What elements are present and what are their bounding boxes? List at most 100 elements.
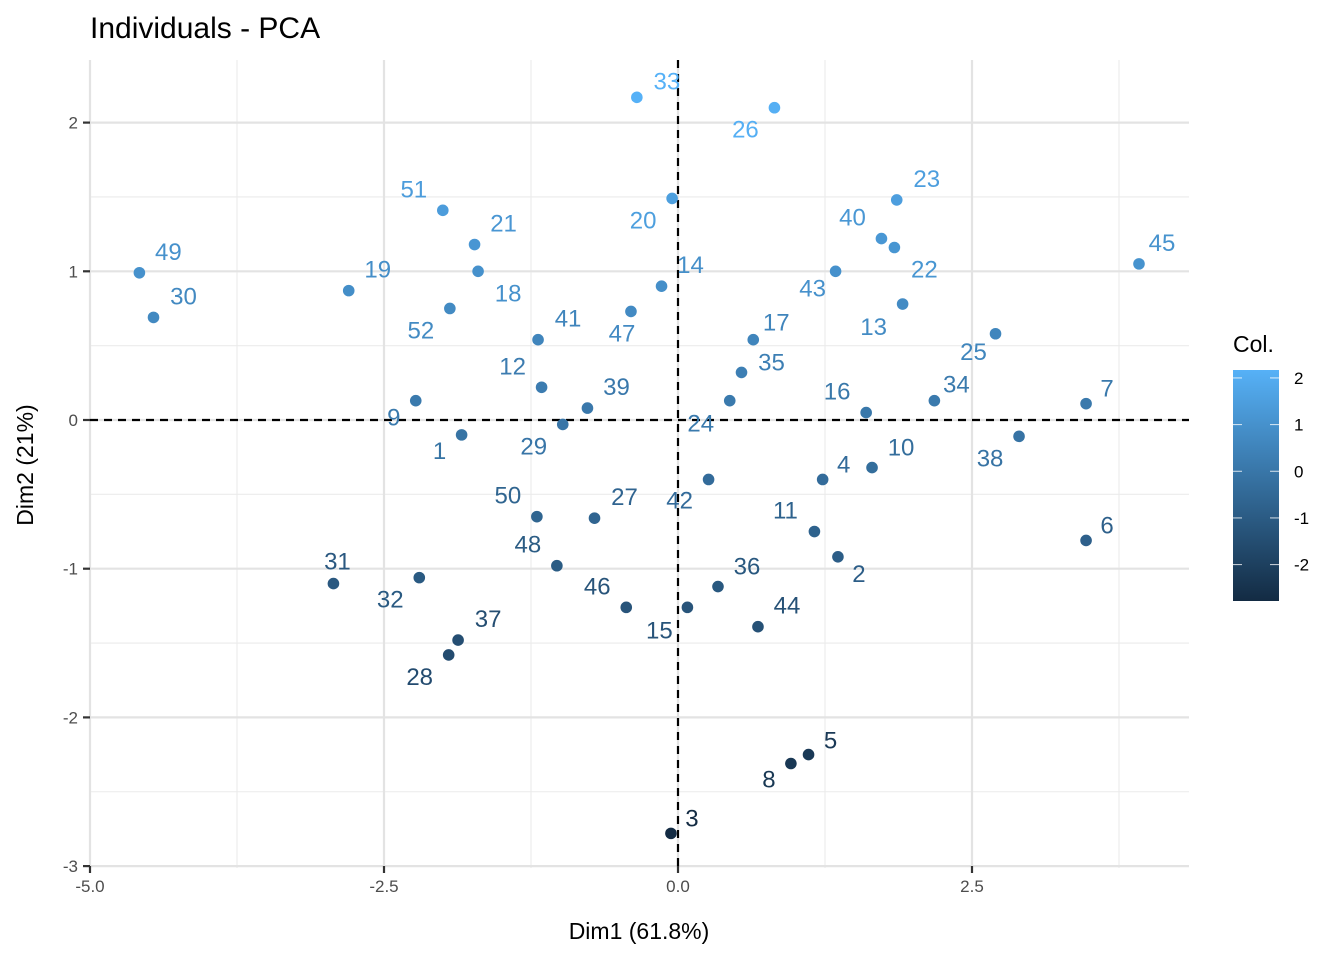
data-point bbox=[437, 204, 449, 217]
data-point bbox=[551, 559, 563, 572]
grid bbox=[88, 60, 1189, 868]
point-label: 5 bbox=[824, 728, 837, 755]
data-point bbox=[442, 649, 455, 661]
data-point bbox=[133, 266, 146, 279]
data-point bbox=[631, 91, 643, 104]
point-label: 24 bbox=[687, 411, 714, 438]
point-label: 16 bbox=[824, 379, 851, 406]
point-label: 50 bbox=[495, 483, 522, 510]
data-point bbox=[735, 366, 748, 379]
point-label: 37 bbox=[475, 606, 502, 633]
y-tick-label: -3 bbox=[63, 857, 78, 876]
point-label: 52 bbox=[408, 317, 435, 344]
data-point bbox=[816, 473, 829, 486]
point-label: 19 bbox=[364, 257, 391, 284]
legend-tick-label: 0 bbox=[1294, 462, 1303, 481]
y-tick-label: 0 bbox=[69, 411, 78, 430]
point-label: 35 bbox=[758, 349, 785, 376]
point-label: 45 bbox=[1149, 230, 1176, 257]
x-tick-label: 2.5 bbox=[960, 877, 984, 896]
point-label: 33 bbox=[653, 68, 680, 95]
point-labels: 1234567891011121314151617181920212223242… bbox=[155, 68, 1175, 832]
data-point bbox=[1133, 258, 1145, 270]
data-point bbox=[1013, 430, 1025, 443]
data-point bbox=[620, 601, 633, 614]
data-point bbox=[1080, 534, 1092, 547]
point-label: 7 bbox=[1100, 376, 1113, 403]
point-label: 2 bbox=[852, 561, 865, 588]
data-point bbox=[829, 265, 842, 278]
data-point bbox=[808, 525, 821, 538]
data-point bbox=[413, 571, 426, 584]
point-label: 49 bbox=[155, 239, 182, 266]
legend-tick-label: 1 bbox=[1294, 416, 1303, 435]
data-point bbox=[681, 601, 694, 614]
data-point bbox=[768, 101, 781, 114]
data-point bbox=[702, 473, 715, 486]
x-tick-label: -5.0 bbox=[75, 877, 104, 896]
data-point bbox=[747, 333, 760, 346]
data-point bbox=[532, 333, 544, 346]
point-label: 43 bbox=[799, 275, 826, 302]
point-label: 23 bbox=[913, 166, 940, 193]
point-label: 25 bbox=[960, 339, 987, 366]
point-label: 11 bbox=[773, 498, 798, 525]
data-point bbox=[472, 265, 484, 278]
data-point bbox=[588, 512, 601, 524]
data-point bbox=[890, 194, 903, 206]
point-label: 42 bbox=[666, 487, 693, 514]
y-tick-label: -1 bbox=[63, 560, 78, 579]
point-label: 30 bbox=[170, 283, 197, 310]
y-tick-label: 2 bbox=[69, 114, 78, 133]
data-point bbox=[866, 461, 878, 474]
point-label: 34 bbox=[943, 372, 970, 399]
data-point bbox=[468, 238, 481, 251]
data-point bbox=[452, 634, 464, 646]
data-point bbox=[455, 429, 468, 441]
data-point bbox=[581, 402, 594, 414]
point-label: 38 bbox=[977, 445, 1004, 472]
point-label: 39 bbox=[603, 374, 630, 401]
data-point bbox=[535, 381, 548, 394]
point-label: 47 bbox=[609, 320, 636, 347]
data-point bbox=[444, 302, 456, 315]
point-label: 51 bbox=[400, 176, 427, 203]
point-label: 32 bbox=[377, 587, 404, 614]
data-point bbox=[655, 280, 668, 292]
point-label: 27 bbox=[611, 484, 638, 511]
legend-tick-label: -2 bbox=[1294, 556, 1309, 575]
point-label: 48 bbox=[515, 532, 542, 559]
y-axis-title: Dim2 (21%) bbox=[12, 404, 38, 525]
point-label: 9 bbox=[387, 405, 400, 432]
legend-tick-label: 2 bbox=[1294, 369, 1303, 388]
point-label: 26 bbox=[732, 117, 759, 144]
data-point bbox=[556, 418, 569, 431]
data-point bbox=[625, 305, 637, 318]
data-point bbox=[860, 406, 872, 419]
point-label: 10 bbox=[888, 435, 915, 462]
reference-lines bbox=[90, 60, 1189, 868]
point-label: 44 bbox=[774, 593, 801, 620]
data-point bbox=[888, 241, 901, 254]
point-label: 17 bbox=[763, 310, 790, 337]
colorbar bbox=[1233, 370, 1279, 601]
point-label: 14 bbox=[677, 252, 704, 279]
data-point bbox=[147, 311, 160, 324]
point-label: 3 bbox=[685, 805, 698, 832]
chart-title: Individuals - PCA bbox=[90, 12, 320, 45]
data-point bbox=[666, 192, 678, 205]
data-point bbox=[928, 394, 941, 407]
point-label: 28 bbox=[406, 664, 433, 691]
data-point bbox=[785, 757, 797, 770]
point-label: 6 bbox=[1100, 512, 1113, 539]
point-label: 13 bbox=[860, 314, 887, 341]
color-legend: Col. 2 1 0 -1 -2 bbox=[1233, 331, 1309, 601]
point-label: 18 bbox=[495, 280, 522, 307]
data-point bbox=[896, 298, 909, 310]
point-label: 1 bbox=[433, 438, 446, 465]
y-tick-label: -2 bbox=[63, 708, 78, 727]
data-point bbox=[327, 577, 340, 590]
data-point bbox=[665, 827, 677, 840]
legend-tick-label: -1 bbox=[1294, 509, 1309, 528]
